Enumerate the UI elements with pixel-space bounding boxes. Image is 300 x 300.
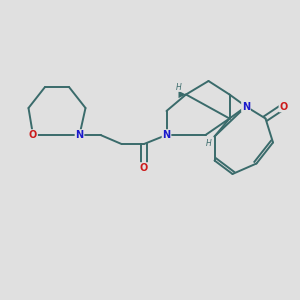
Text: O: O [29,130,37,140]
Polygon shape [178,91,186,98]
Text: N: N [242,101,250,112]
Text: O: O [279,101,288,112]
Text: H: H [206,139,212,148]
Text: N: N [162,130,171,140]
Text: N: N [75,130,84,140]
Text: O: O [140,163,148,173]
Text: H: H [176,82,182,91]
